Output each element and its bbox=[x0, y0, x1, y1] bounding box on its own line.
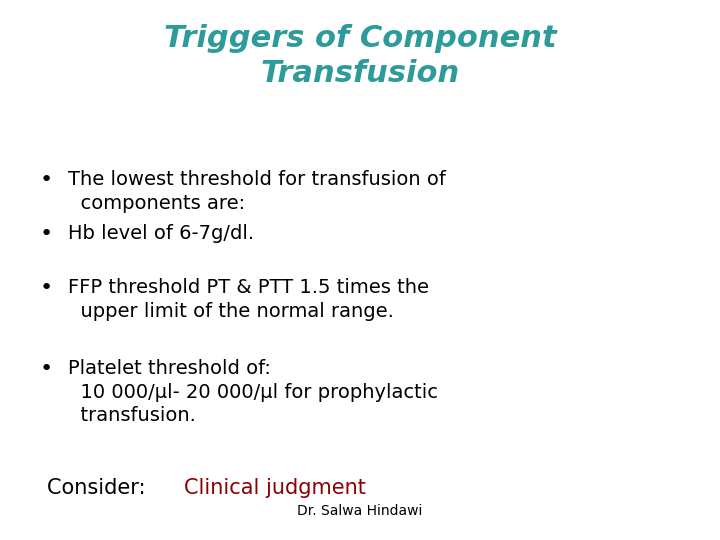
Text: •: • bbox=[40, 224, 53, 244]
Text: The lowest threshold for transfusion of
  components are:: The lowest threshold for transfusion of … bbox=[68, 170, 446, 213]
Text: Platelet threshold of:
  10 000/μl- 20 000/μl for prophylactic
  transfusion.: Platelet threshold of: 10 000/μl- 20 000… bbox=[68, 359, 438, 425]
Text: •: • bbox=[40, 359, 53, 379]
Text: Hb level of 6-7g/dl.: Hb level of 6-7g/dl. bbox=[68, 224, 255, 243]
Text: FFP threshold PT & PTT 1.5 times the
  upper limit of the normal range.: FFP threshold PT & PTT 1.5 times the upp… bbox=[68, 278, 429, 321]
Text: Consider:: Consider: bbox=[47, 478, 158, 498]
Text: Triggers of Component
Transfusion: Triggers of Component Transfusion bbox=[163, 24, 557, 88]
Text: Clinical judgment: Clinical judgment bbox=[184, 478, 366, 498]
Text: •: • bbox=[40, 170, 53, 190]
Text: Dr. Salwa Hindawi: Dr. Salwa Hindawi bbox=[297, 504, 423, 518]
Text: •: • bbox=[40, 278, 53, 298]
